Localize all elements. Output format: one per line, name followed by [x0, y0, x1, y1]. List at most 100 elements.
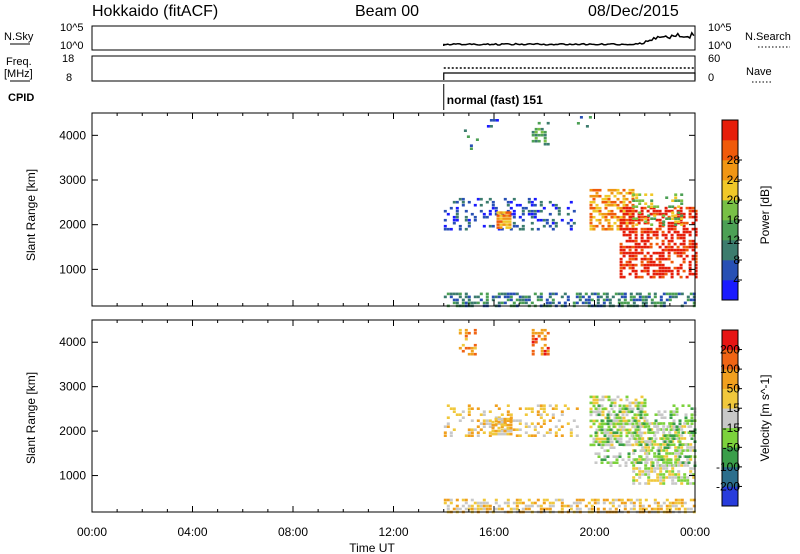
power-cell [509, 295, 513, 299]
power-cell [646, 245, 650, 249]
power-cell [452, 301, 456, 305]
velocity-cell [467, 352, 471, 356]
power-cell [661, 215, 665, 219]
power-time-ticks [91, 113, 696, 306]
velocity-cell [639, 449, 643, 452]
power-cell [631, 197, 635, 201]
velocity-cell [600, 461, 604, 464]
velocity-cell [654, 419, 658, 422]
velocity-cell [612, 419, 616, 422]
velocity-cell [656, 461, 660, 464]
power-cell [485, 298, 489, 302]
velocity-cell [645, 419, 649, 422]
power-cell [458, 295, 462, 299]
nsearch-tick-bottom: 10^0 [708, 40, 732, 52]
velocity-cell [642, 422, 646, 425]
velocity-cell [534, 340, 538, 344]
velocity-cell [678, 419, 682, 422]
velocity-cell [542, 498, 546, 502]
velocity-cell [476, 431, 480, 434]
power-cell [482, 224, 486, 228]
velocity-cell [491, 429, 495, 433]
velocity-cell [589, 443, 593, 447]
velocity-cell [674, 455, 678, 458]
velocity-cell [672, 404, 676, 407]
nsky-tick-top: 10^5 [60, 22, 84, 34]
velocity-cell [650, 479, 654, 482]
power-cell [640, 275, 644, 279]
velocity-cell [598, 440, 602, 444]
velocity-cell [672, 437, 676, 440]
power-cell [485, 200, 489, 204]
power-cell [658, 272, 662, 276]
velocity-cell [609, 446, 613, 449]
velocity-cell [619, 434, 623, 438]
velocity-cell [641, 425, 645, 428]
time-tick-label: 12:00 [378, 525, 408, 539]
velocity-cell [631, 416, 635, 420]
power-cell [631, 263, 635, 267]
power-cell [655, 272, 659, 276]
colorbar-swatch [722, 160, 738, 181]
power-cell [596, 292, 600, 296]
velocity-cell [637, 443, 641, 447]
power-cell [688, 263, 692, 267]
velocity-cell [609, 413, 613, 416]
power-cell [688, 230, 692, 234]
power-cell [604, 227, 608, 231]
velocity-cell [668, 446, 672, 449]
velocity-cell [506, 498, 510, 502]
velocity-cell [636, 404, 640, 407]
nave-tick-bottom: 0 [708, 72, 714, 84]
velocity-cell [527, 507, 531, 511]
velocity-cell [449, 407, 453, 410]
velocity-cell [464, 337, 468, 341]
velocity-cell [674, 504, 678, 508]
velocity-cell [482, 507, 486, 511]
velocity-cell [613, 398, 617, 402]
velocity-cell [638, 428, 642, 431]
velocity-cell [548, 431, 552, 434]
power-cell [668, 217, 672, 220]
power-cell [682, 215, 686, 219]
velocity-cell [668, 452, 672, 455]
power-cell [632, 193, 636, 196]
time-tick-label: 04:00 [177, 525, 207, 539]
power-cell [625, 239, 629, 243]
power-cell [652, 263, 656, 267]
velocity-cell [485, 507, 489, 511]
power-cell [667, 257, 671, 261]
power-cell [508, 226, 512, 229]
power-cell [667, 224, 671, 228]
velocity-cell [643, 398, 647, 402]
power-cell [595, 194, 599, 198]
power-cell [634, 257, 638, 261]
velocity-cell [506, 419, 510, 422]
power-cell [598, 188, 602, 192]
velocity-cell [543, 334, 547, 338]
velocity-cell [606, 440, 610, 443]
power-cell [661, 254, 665, 258]
power-cell [679, 218, 683, 222]
velocity-cell [530, 422, 534, 425]
velocity-cell [443, 498, 447, 502]
power-cell [634, 248, 638, 252]
velocity-cell [689, 446, 693, 449]
power-cell [619, 200, 623, 204]
power-cell [679, 254, 683, 258]
velocity-cell [578, 501, 582, 505]
power-cell [581, 301, 585, 305]
velocity-cell [531, 349, 535, 353]
power-cell [694, 245, 698, 249]
velocity-cell [683, 425, 687, 428]
power-cell [664, 206, 668, 210]
velocity-cell [611, 498, 615, 502]
velocity-cell [607, 428, 611, 432]
power-cell [658, 221, 662, 225]
velocity-cell [470, 419, 474, 422]
power-cell [505, 214, 509, 217]
velocity-cell [669, 443, 673, 446]
power-cell [688, 209, 692, 213]
power-colorbar [721, 119, 739, 301]
power-cell [689, 298, 693, 302]
